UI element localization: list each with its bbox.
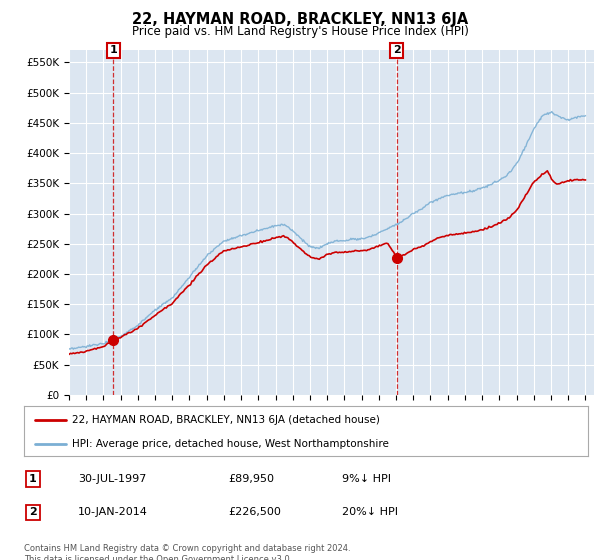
Text: £226,500: £226,500 xyxy=(228,507,281,517)
Text: £89,950: £89,950 xyxy=(228,474,274,484)
Text: 10-JAN-2014: 10-JAN-2014 xyxy=(78,507,148,517)
Text: 30-JUL-1997: 30-JUL-1997 xyxy=(78,474,146,484)
Text: HPI: Average price, detached house, West Northamptonshire: HPI: Average price, detached house, West… xyxy=(72,439,389,449)
Text: 2: 2 xyxy=(29,507,37,517)
Text: Price paid vs. HM Land Registry's House Price Index (HPI): Price paid vs. HM Land Registry's House … xyxy=(131,25,469,38)
Text: 22, HAYMAN ROAD, BRACKLEY, NN13 6JA (detached house): 22, HAYMAN ROAD, BRACKLEY, NN13 6JA (det… xyxy=(72,415,380,425)
Text: 20%↓ HPI: 20%↓ HPI xyxy=(342,507,398,517)
Text: 22, HAYMAN ROAD, BRACKLEY, NN13 6JA: 22, HAYMAN ROAD, BRACKLEY, NN13 6JA xyxy=(132,12,468,27)
Text: 1: 1 xyxy=(29,474,37,484)
Text: 9%↓ HPI: 9%↓ HPI xyxy=(342,474,391,484)
Text: 2: 2 xyxy=(392,45,400,55)
Text: Contains HM Land Registry data © Crown copyright and database right 2024.
This d: Contains HM Land Registry data © Crown c… xyxy=(24,544,350,560)
Text: 1: 1 xyxy=(110,45,117,55)
